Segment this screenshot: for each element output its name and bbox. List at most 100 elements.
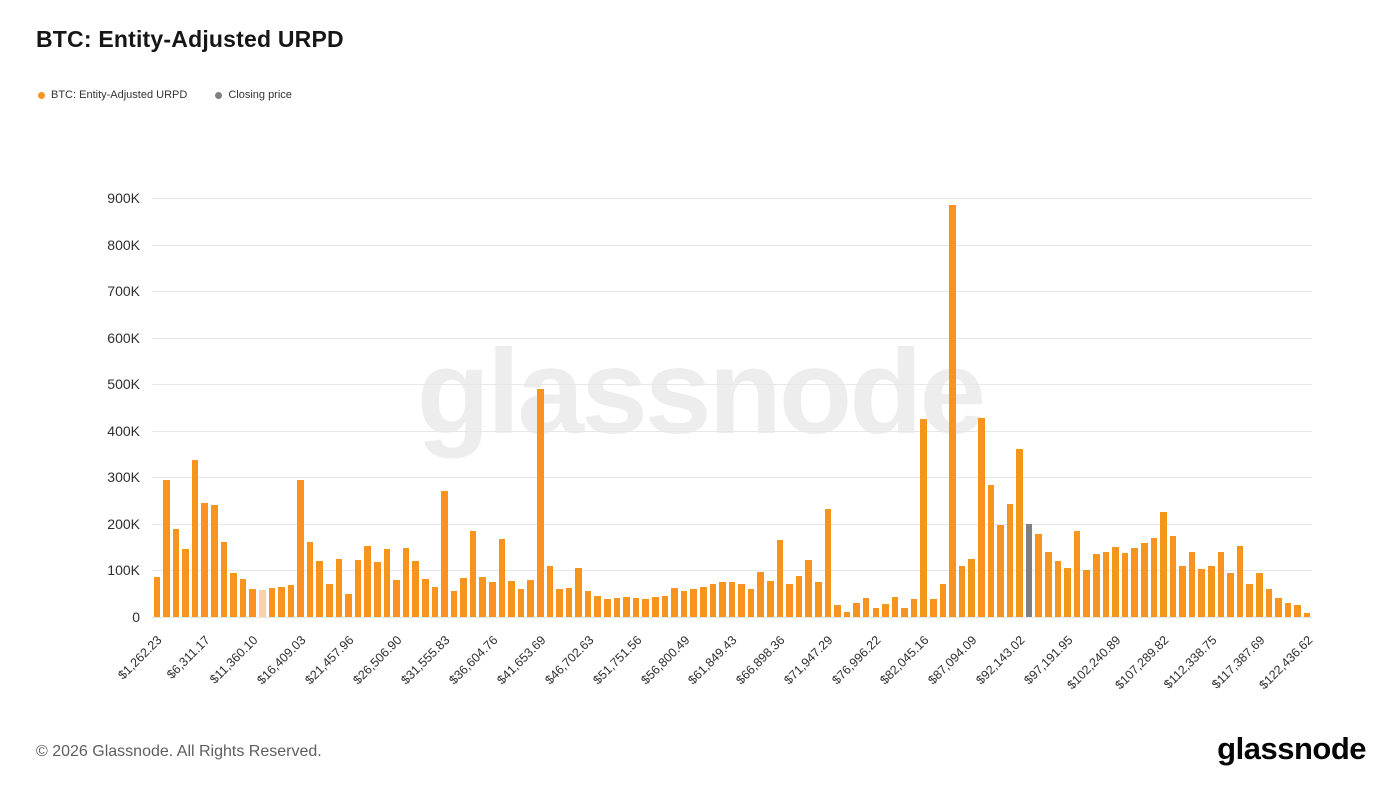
urpd-bar[interactable] [1140,543,1148,617]
urpd-bar[interactable] [469,530,477,617]
urpd-bar[interactable] [489,582,496,617]
urpd-bar[interactable] [814,582,822,617]
urpd-bar[interactable] [211,505,218,617]
urpd-bar[interactable] [450,591,458,617]
urpd-bar[interactable] [1179,565,1186,617]
urpd-bar[interactable] [987,485,995,617]
urpd-bar[interactable] [345,593,352,617]
urpd-bar[interactable] [747,589,755,617]
urpd-bar[interactable] [393,579,400,617]
urpd-bar[interactable] [163,479,170,617]
urpd-bar[interactable] [1102,551,1110,617]
urpd-bar[interactable] [239,578,247,617]
urpd-bar[interactable] [258,590,266,617]
urpd-bar[interactable] [479,577,487,617]
urpd-bar[interactable] [287,585,295,617]
urpd-bar[interactable] [757,571,765,617]
urpd-bar[interactable] [412,561,419,617]
urpd-bar[interactable] [709,584,717,617]
urpd-bar[interactable] [1265,589,1273,617]
urpd-bar[interactable] [182,549,189,617]
urpd-bar[interactable] [575,568,582,617]
urpd-bar[interactable] [546,565,554,617]
urpd-bar[interactable] [153,577,161,617]
urpd-bar[interactable] [671,588,678,617]
urpd-bar[interactable] [1045,551,1052,617]
urpd-bar[interactable] [1198,569,1206,617]
urpd-bar[interactable] [910,599,918,617]
urpd-bar[interactable] [402,548,410,617]
urpd-bar[interactable] [373,562,381,617]
urpd-bar[interactable] [661,596,669,617]
urpd-bar[interactable] [891,597,899,617]
urpd-bar[interactable] [1255,572,1263,617]
urpd-bar[interactable] [699,586,707,617]
urpd-bar[interactable] [920,419,928,617]
urpd-bar[interactable] [508,580,515,617]
urpd-bar[interactable] [930,599,937,617]
closing-price-bar[interactable] [1025,523,1033,617]
urpd-bar[interactable] [1112,547,1119,617]
urpd-bar[interactable] [335,558,343,617]
urpd-bar[interactable] [536,388,544,617]
urpd-bar[interactable] [1131,548,1138,617]
urpd-bar[interactable] [230,572,237,617]
urpd-bar[interactable] [191,459,199,617]
urpd-bar[interactable] [1121,552,1129,617]
urpd-bar[interactable] [565,588,573,617]
urpd-bar[interactable] [613,598,621,617]
urpd-bar[interactable] [594,596,602,617]
urpd-bar[interactable] [1236,545,1244,617]
urpd-bar[interactable] [834,605,841,617]
urpd-bar[interactable] [1169,535,1177,617]
urpd-bar[interactable] [977,417,985,617]
urpd-bar[interactable] [1188,551,1196,617]
urpd-bar[interactable] [680,591,688,617]
urpd-bar[interactable] [642,599,649,617]
urpd-bar[interactable] [421,578,429,617]
urpd-bar[interactable] [1054,561,1062,617]
urpd-bar[interactable] [767,580,774,617]
urpd-bar[interactable] [1016,449,1023,617]
urpd-bar[interactable] [1284,603,1292,617]
urpd-bar[interactable] [1246,584,1253,617]
urpd-bar[interactable] [862,598,870,617]
urpd-bar[interactable] [824,508,832,617]
urpd-bar[interactable] [872,607,880,617]
urpd-bar[interactable] [738,584,745,617]
urpd-bar[interactable] [441,491,448,617]
urpd-bar[interactable] [968,558,975,617]
urpd-bar[interactable] [584,591,592,617]
urpd-bar[interactable] [297,479,304,617]
urpd-bar[interactable] [623,597,630,617]
urpd-bar[interactable] [604,599,611,617]
urpd-bar[interactable] [719,582,726,617]
urpd-bar[interactable] [556,589,563,617]
urpd-bar[interactable] [882,603,889,617]
urpd-bar[interactable] [690,589,697,617]
urpd-bar[interactable] [776,540,784,617]
urpd-bar[interactable] [1160,512,1167,617]
urpd-bar[interactable] [364,545,371,617]
urpd-bar[interactable] [949,204,956,617]
urpd-bar[interactable] [728,582,736,617]
urpd-bar[interactable] [354,560,362,617]
urpd-bar[interactable] [1093,554,1100,617]
urpd-bar[interactable] [1064,568,1071,617]
urpd-bar[interactable] [805,560,812,617]
urpd-bar[interactable] [1083,570,1090,617]
urpd-bar[interactable] [1006,503,1014,617]
urpd-bar[interactable] [958,565,966,617]
urpd-bar[interactable] [220,541,228,617]
urpd-bar[interactable] [1073,530,1081,617]
urpd-bar[interactable] [652,597,659,617]
urpd-bar[interactable] [517,589,525,617]
urpd-bar[interactable] [997,525,1004,617]
urpd-bar[interactable] [1150,537,1158,617]
urpd-bar[interactable] [201,502,208,617]
urpd-bar[interactable] [306,541,314,617]
urpd-bar[interactable] [172,528,180,617]
urpd-bar[interactable] [278,586,285,617]
urpd-bar[interactable] [383,549,391,617]
urpd-bar[interactable] [1227,572,1234,617]
